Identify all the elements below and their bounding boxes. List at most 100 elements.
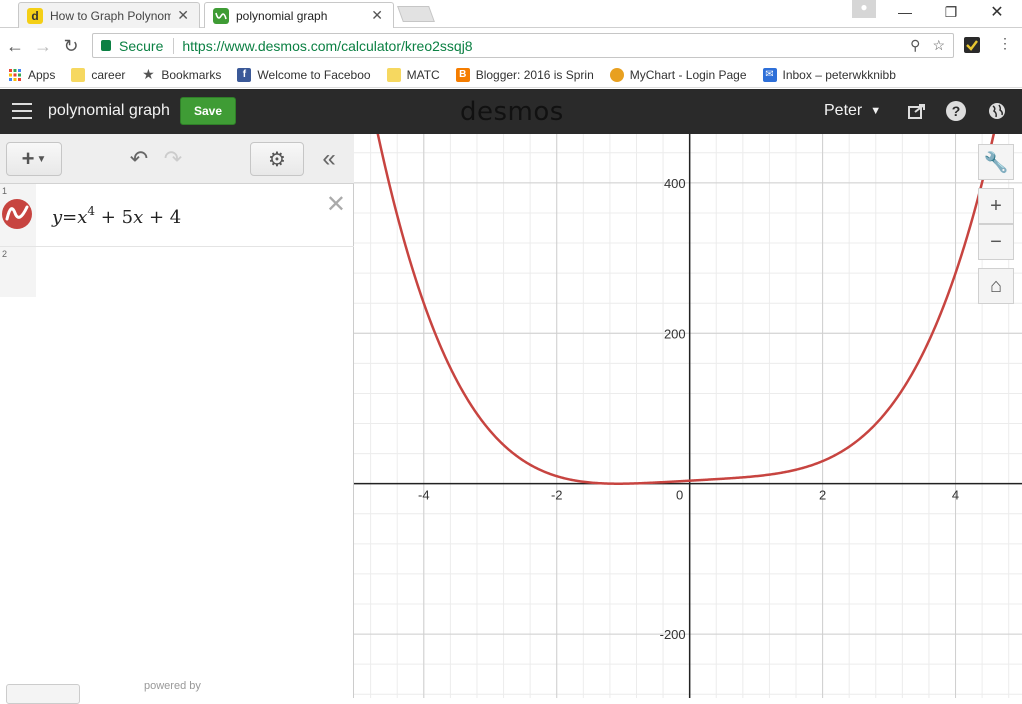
caret-down-icon: ▼ (36, 153, 47, 165)
facebook-icon: f (237, 67, 252, 82)
kebab-menu-icon[interactable]: ⋮ (998, 35, 1012, 51)
undo-icon[interactable]: ↶ (129, 146, 149, 171)
delete-expression-icon[interactable]: ✕ (325, 191, 346, 218)
bookmark-blogger[interactable]: B Blogger: 2016 is Sprin (455, 67, 594, 82)
graph-canvas[interactable]: -4 -2 0 2 4 -200 200 400 (354, 134, 1022, 698)
math-term: + 5 (100, 207, 134, 228)
close-tab-icon[interactable]: ✕ (177, 7, 189, 23)
tab-title: polynomial graph (236, 8, 328, 23)
math-equals: = (62, 207, 78, 228)
expression-gutter (0, 247, 36, 297)
zoom-out-button[interactable]: − (978, 224, 1014, 260)
graph-title[interactable]: polynomial graph (48, 102, 170, 119)
browser-tab-strip: d How to Graph Polynomia ✕ polynomial gr… (0, 0, 1022, 28)
desmos-header: polynomial graph Save desmos Peter ▼ ? (0, 89, 1022, 134)
graph-paper[interactable]: -4 -2 0 2 4 -200 200 400 🔧 + − ⌂ (354, 134, 1022, 698)
bookmark-facebook[interactable]: f Welcome to Faceboo (237, 67, 371, 82)
redo-icon[interactable]: ↷ (163, 146, 183, 171)
bookmark-label: Blogger: 2016 is Sprin (475, 67, 594, 82)
expression-row[interactable]: 1 y=x4 + 5x + 4 ✕ (0, 184, 354, 247)
desmos-logo: desmos (460, 97, 564, 127)
browser-toolbar: ← → ↻ Secure https://www.desmos.com/calc… (0, 29, 1022, 62)
plus-icon: + (21, 146, 35, 171)
omnibox-actions: ⚲ ☆ (910, 37, 945, 54)
expression-index: 1 (2, 186, 8, 196)
share-icon[interactable] (906, 100, 928, 122)
bookmark-label: career (91, 67, 126, 82)
math-term: + 4 (148, 207, 182, 228)
apps-grid-icon (8, 68, 22, 82)
bookmark-label: Welcome to Faceboo (257, 67, 371, 82)
default-viewport-home-icon[interactable]: ⌂ (978, 268, 1014, 304)
folder-icon (386, 67, 401, 82)
bookmark-label: MyChart - Login Page (629, 67, 747, 82)
address-bar[interactable]: Secure https://www.desmos.com/calculator… (92, 33, 954, 58)
function-curve (376, 134, 996, 485)
expression-index: 2 (2, 249, 8, 259)
bookmark-label: Apps (28, 67, 56, 82)
settings-gear-button[interactable]: ⚙ (250, 142, 304, 176)
keyboard-toggle-button[interactable] (6, 684, 80, 704)
x-tick-label: 2 (819, 488, 826, 503)
x-tick-label: -4 (418, 488, 430, 503)
bookmark-mychart[interactable]: MyChart - Login Page (609, 67, 747, 82)
back-arrow-icon[interactable]: ← (6, 35, 24, 56)
globe-icon[interactable] (986, 100, 1008, 122)
blogger-icon: B (455, 67, 470, 82)
graph-settings-wrench-icon[interactable]: 🔧 (978, 144, 1014, 180)
y-tick-label: 400 (664, 176, 686, 191)
math-base: x (77, 207, 88, 228)
reload-icon[interactable]: ↻ (63, 35, 79, 56)
help-icon[interactable]: ? (946, 101, 966, 121)
y-tick-label: 200 (664, 326, 686, 341)
folder-icon (71, 67, 86, 82)
minimize-icon[interactable]: — (898, 4, 912, 20)
key-icon[interactable]: ⚲ (910, 37, 921, 53)
bookmark-label: Inbox – peterwkknibb (782, 67, 896, 82)
extension-check-icon[interactable] (964, 37, 980, 53)
star-icon: ★ (142, 66, 155, 82)
add-item-button[interactable]: + ▼ (6, 142, 62, 176)
user-menu[interactable]: Peter ▼ (824, 102, 881, 120)
close-tab-icon[interactable]: ✕ (371, 7, 383, 23)
y-tick-label: -200 (660, 627, 686, 642)
expression-row-empty[interactable]: 2 (0, 247, 354, 297)
new-tab-button[interactable] (397, 6, 435, 22)
x-tick-label: 4 (952, 488, 959, 503)
hamburger-menu-icon[interactable] (12, 103, 32, 119)
close-window-icon[interactable]: ✕ (990, 4, 1004, 21)
collapse-panel-icon[interactable]: « (322, 145, 336, 172)
lock-icon (101, 40, 111, 51)
math-var: x (133, 207, 144, 228)
math-lhs: y (52, 207, 63, 228)
user-name: Peter (824, 102, 863, 119)
expression-math[interactable]: y=x4 + 5x + 4 (52, 204, 181, 228)
secure-label: Secure (119, 37, 164, 54)
bookmark-label: MATC (406, 67, 440, 82)
mychart-icon (609, 67, 624, 82)
bookmarks-bar: Apps career ★ Bookmarks f Welcome to Fac… (0, 62, 1022, 88)
powered-by-label: powered by (144, 680, 201, 692)
tab-title: How to Graph Polynomia (50, 8, 172, 23)
bookmark-apps[interactable]: Apps (8, 68, 55, 82)
forward-arrow-icon[interactable]: → (34, 35, 52, 56)
bookmark-label: Bookmarks (161, 67, 222, 82)
graph-curve-toggle-icon[interactable] (2, 199, 32, 229)
bookmark-inbox[interactable]: ✉ Inbox – peterwkknibb (762, 67, 896, 82)
desmos-favicon-icon (213, 7, 229, 24)
caret-down-icon: ▼ (870, 105, 882, 117)
save-button[interactable]: Save (180, 97, 236, 125)
bookmark-bookmarks[interactable]: ★ Bookmarks (141, 66, 222, 82)
profile-icon[interactable]: ● (852, 0, 876, 18)
bookmark-matc[interactable]: MATC (386, 67, 440, 82)
zoom-in-button[interactable]: + (978, 188, 1014, 224)
tab-how-to-graph[interactable]: d How to Graph Polynomia ✕ (18, 2, 200, 28)
bookmark-star-icon[interactable]: ☆ (932, 37, 945, 53)
x-tick-label: -2 (551, 488, 563, 503)
x-tick-label: 0 (676, 488, 683, 503)
restore-icon[interactable]: ❐ (944, 3, 958, 20)
expression-toolbar: + ▼ ↶ ↷ ⚙ « (0, 134, 354, 184)
tab-polynomial-graph[interactable]: polynomial graph ✕ (204, 2, 394, 28)
url-text: https://www.desmos.com/calculator/kreo2s… (182, 37, 473, 54)
bookmark-career[interactable]: career (71, 67, 126, 82)
